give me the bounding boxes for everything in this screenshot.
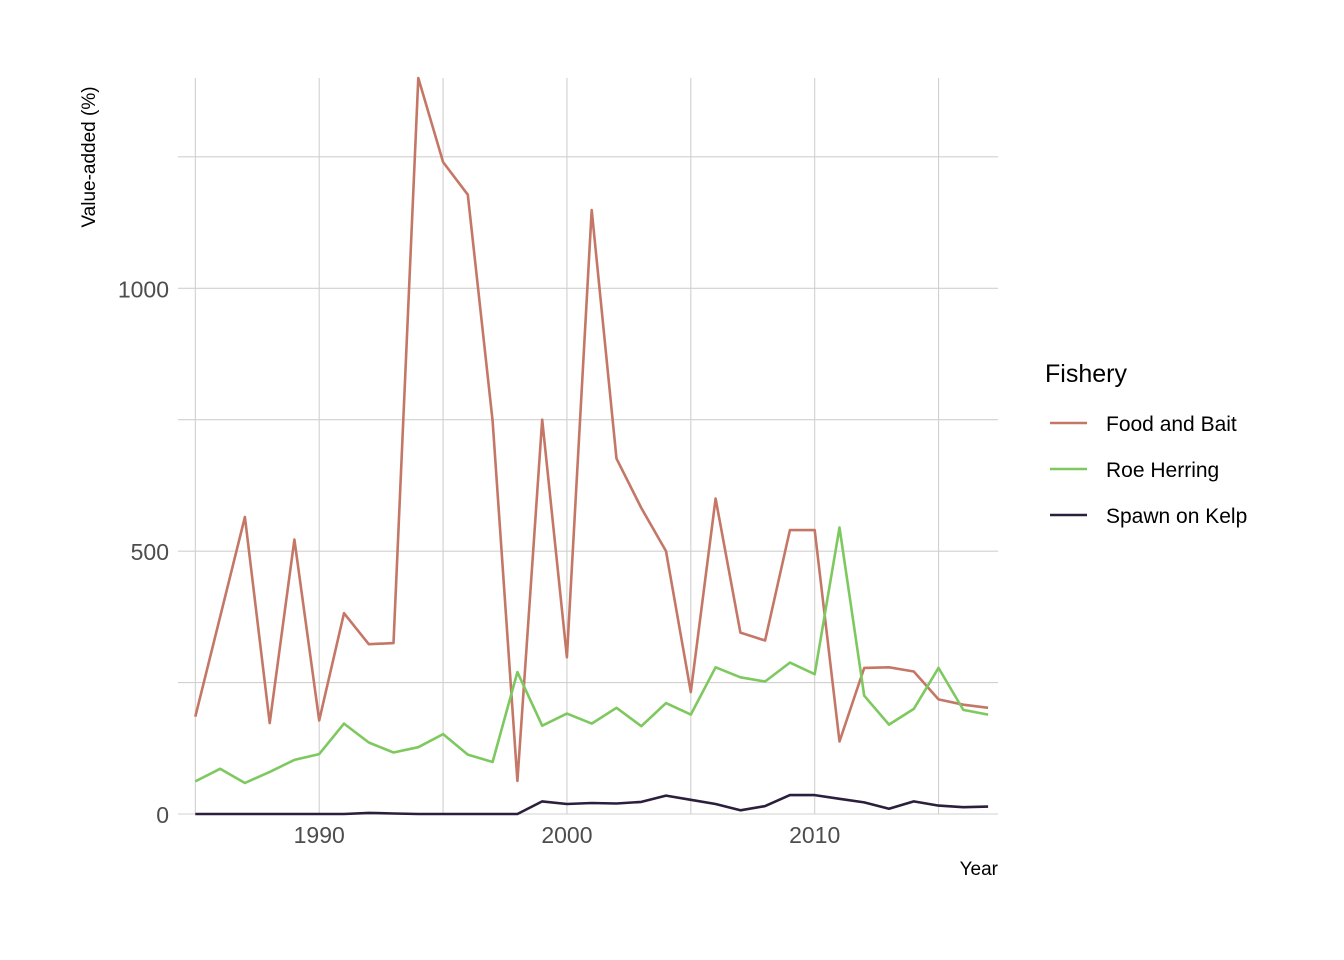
x-axis-title: Year (960, 859, 999, 880)
x-axis-ticks: 1990 2000 2010 (294, 822, 841, 848)
y-tick-label: 500 (131, 539, 169, 565)
y-axis-ticks: 0 500 1000 (118, 276, 169, 828)
series-line-food-and-bait (194, 76, 989, 783)
x-tick-label: 2000 (541, 822, 592, 848)
legend-label-spawn-on-kelp: Spawn on Kelp (1106, 505, 1247, 528)
legend-label-roe-herring: Roe Herring (1106, 459, 1219, 482)
series-layer (194, 76, 989, 816)
y-axis-title: Value-added (%) (79, 86, 100, 227)
series-line-spawn-on-kelp (195, 793, 989, 816)
series-line-roe-herring (194, 526, 989, 785)
y-tick-label: 0 (156, 802, 169, 828)
grid-layer (178, 78, 998, 815)
y-tick-label: 1000 (118, 276, 169, 302)
legend: Fishery Food and Bait Roe Herring Spawn on… (1045, 360, 1247, 528)
x-tick-label: 2010 (789, 822, 840, 848)
x-tick-label: 1990 (294, 822, 345, 848)
legend-title: Fishery (1045, 360, 1127, 388)
legend-label-food-and-bait: Food and Bait (1106, 413, 1237, 436)
